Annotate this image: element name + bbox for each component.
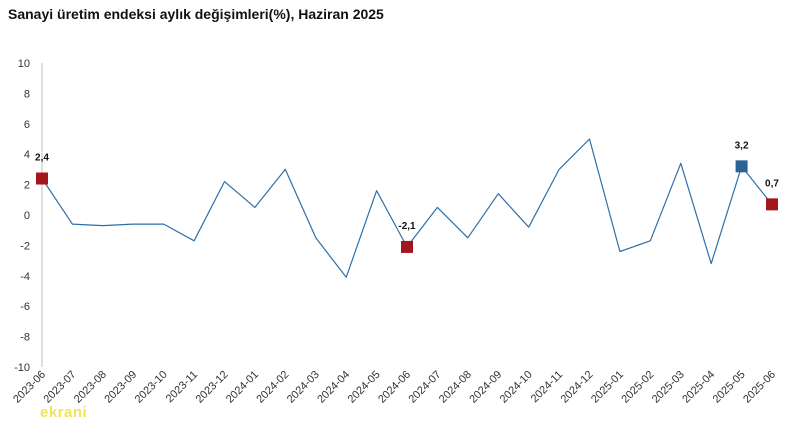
- x-tick-label: 2023-08: [72, 369, 109, 406]
- x-tick-label: 2023-12: [194, 369, 231, 406]
- x-tick-label: 2023-06: [11, 369, 48, 406]
- y-tick-label: -4: [20, 271, 30, 283]
- x-tick-label: 2024-02: [254, 369, 291, 406]
- x-tick-label: 2024-06: [376, 369, 413, 406]
- y-tick-label: -10: [14, 362, 30, 374]
- x-tick-label: 2024-08: [437, 369, 474, 406]
- x-tick-label: 2024-05: [346, 369, 383, 406]
- highlight-marker: [766, 198, 778, 211]
- x-tick-label: 2025-03: [650, 369, 687, 406]
- y-tick-label: -8: [20, 332, 30, 344]
- x-tick-label: 2025-05: [711, 369, 748, 406]
- x-tick-label: 2025-02: [619, 369, 656, 406]
- data-label: 3,2: [735, 140, 749, 151]
- x-tick-label: 2024-04: [315, 369, 352, 406]
- x-tick-label: 2024-01: [224, 369, 261, 406]
- y-axis: 10 8 6 4 2 0 -2 -4 -6 -8 -10: [14, 58, 43, 374]
- y-tick-label: 4: [24, 149, 30, 161]
- watermark-logo: ekrani: [40, 404, 88, 421]
- x-tick-label: 2025-06: [741, 369, 778, 406]
- data-label: 0,7: [765, 178, 779, 189]
- y-tick-label: 10: [18, 58, 30, 70]
- x-tick-label: 2024-07: [407, 369, 444, 406]
- x-tick-label: 2024-12: [559, 369, 596, 406]
- data-label: -2,1: [398, 221, 416, 232]
- x-tick-label: 2024-09: [467, 369, 504, 406]
- series: [41, 138, 773, 278]
- highlight-markers: 2,4 -2,1 3,2 0,7: [35, 140, 779, 253]
- x-tick-label: 2025-01: [589, 369, 626, 406]
- x-tick-label: 2025-04: [680, 369, 717, 406]
- series-line: [41, 138, 773, 278]
- x-tick-label: 2024-10: [498, 369, 535, 406]
- chart-title: Sanayi üretim endeksi aylık değişimleri(…: [8, 6, 384, 22]
- y-tick-label: 6: [24, 119, 30, 131]
- y-tick-label: 2: [24, 180, 30, 192]
- highlight-marker: [401, 240, 413, 253]
- y-tick-label: 0: [24, 210, 30, 222]
- x-tick-label: 2023-07: [42, 369, 79, 406]
- y-tick-label: 8: [24, 88, 30, 100]
- highlight-marker: [36, 172, 48, 185]
- x-tick-label: 2023-09: [102, 369, 139, 406]
- highlight-marker: [735, 160, 748, 173]
- data-label: 2,4: [35, 153, 49, 164]
- x-tick-label: 2023-10: [133, 369, 170, 406]
- y-tick-label: -2: [20, 240, 30, 252]
- x-tick-label: 2024-03: [285, 369, 322, 406]
- y-tick-label: -6: [20, 301, 30, 313]
